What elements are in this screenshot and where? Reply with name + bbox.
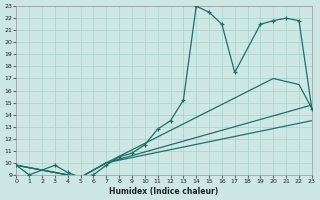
X-axis label: Humidex (Indice chaleur): Humidex (Indice chaleur) bbox=[109, 187, 219, 196]
